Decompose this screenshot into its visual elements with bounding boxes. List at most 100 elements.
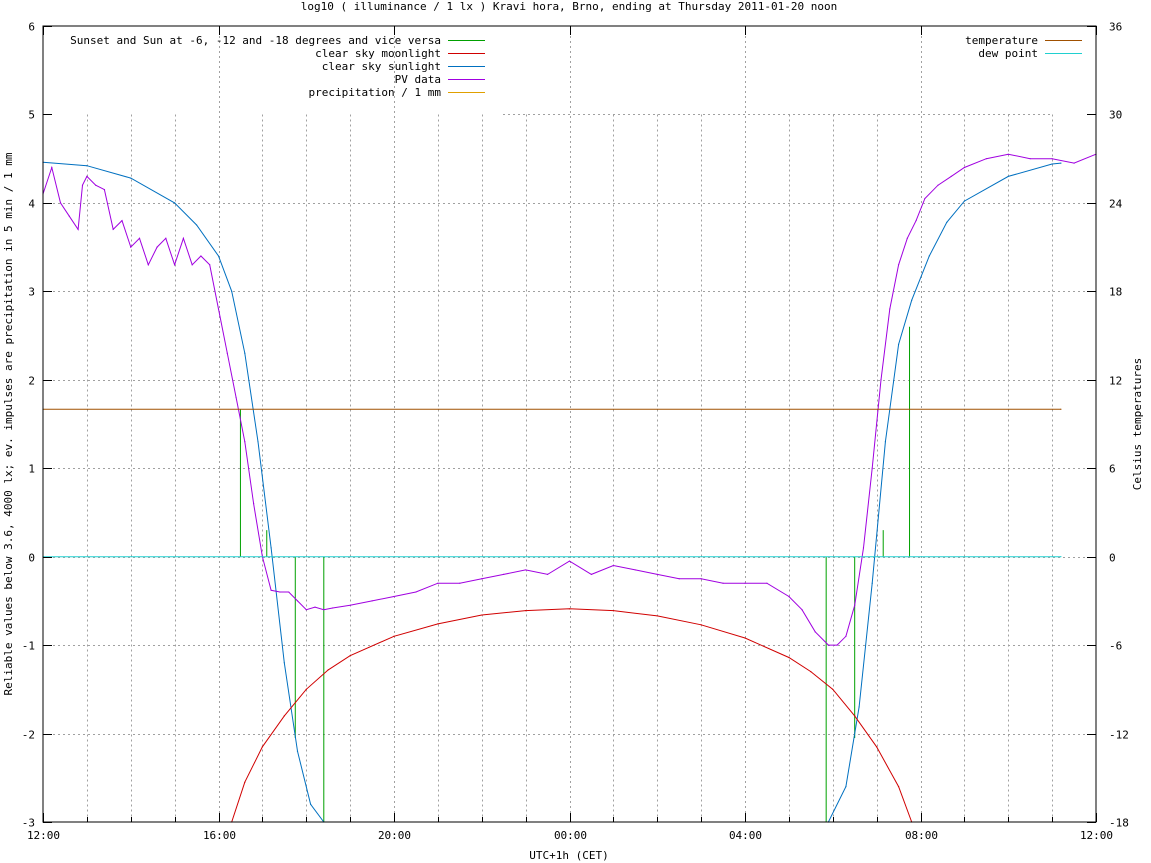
data-point — [871, 582, 873, 584]
pv-data-line — [42, 153, 1097, 646]
y2-axis-label: Celsius temperatures — [1131, 358, 1144, 490]
legend-label: temperature — [965, 34, 1038, 47]
data-point — [525, 569, 527, 571]
data-point — [946, 221, 948, 223]
data-point — [103, 189, 106, 191]
y2-tick-label: -6 — [1109, 640, 1122, 653]
y2-tick-label: 18 — [1109, 286, 1122, 299]
data-point — [1073, 162, 1075, 164]
y-tick-label: 1 — [28, 463, 35, 476]
data-point — [963, 166, 965, 169]
data-point — [814, 631, 816, 633]
data-point — [1060, 408, 1062, 410]
y-tick-label: 2 — [28, 375, 35, 388]
data-point — [296, 600, 299, 602]
legend-label: precipitation / 1 mm — [309, 86, 442, 99]
y2-tick-label: 12 — [1109, 375, 1122, 388]
x-tick-label: 20:00 — [378, 829, 411, 842]
data-point — [590, 573, 593, 575]
legend-label: clear sky moonlight — [315, 47, 441, 60]
data-point — [845, 635, 847, 637]
data-point — [270, 547, 272, 549]
data-point — [1007, 175, 1009, 177]
data-point — [253, 503, 255, 505]
data-point — [481, 614, 483, 616]
chart-title: log10 ( illuminance / 1 lx ) Kravi hora,… — [301, 0, 837, 13]
data-point — [244, 781, 246, 783]
data-point — [156, 246, 158, 248]
y2-tick-label: 30 — [1109, 109, 1122, 122]
data-point — [415, 591, 417, 593]
data-point — [130, 177, 132, 179]
y2-tick-label: -18 — [1109, 817, 1129, 830]
data-point — [138, 237, 141, 239]
legend-label: clear sky sunlight — [322, 60, 441, 73]
data-point — [200, 255, 202, 257]
data-point — [656, 615, 658, 617]
data-point — [81, 184, 84, 186]
data-point — [1060, 556, 1062, 558]
data-point — [244, 352, 246, 354]
data-point — [854, 604, 856, 606]
data-point — [95, 184, 97, 186]
data-point — [393, 635, 395, 637]
y-tick-label: -1 — [22, 640, 35, 653]
data-point — [437, 623, 439, 625]
y2-tick-label: 0 — [1109, 552, 1116, 565]
x-tick-label: 12:00 — [1080, 829, 1113, 842]
data-point — [226, 352, 228, 354]
data-point — [231, 290, 233, 292]
data-point — [459, 582, 461, 584]
data-point — [283, 662, 285, 664]
data-point — [217, 255, 220, 257]
plot-frame — [42, 25, 1097, 823]
y-tick-label: 3 — [28, 286, 35, 299]
data-point — [270, 589, 272, 591]
data-point — [481, 578, 483, 580]
data-point — [801, 609, 803, 611]
legend-label: PV data — [395, 73, 441, 86]
data-point — [889, 308, 891, 310]
data-point — [130, 246, 132, 248]
data-point — [217, 308, 220, 310]
data-point — [1060, 162, 1062, 164]
data-point — [963, 200, 965, 202]
data-point — [897, 264, 900, 266]
x-axis-label: UTC+1h (CET) — [529, 849, 608, 862]
data-point — [209, 264, 211, 266]
data-point — [744, 582, 746, 584]
data-point — [323, 609, 325, 611]
data-point — [503, 573, 505, 575]
data-point — [766, 582, 768, 584]
data-point — [314, 606, 316, 608]
tick-marks — [43, 26, 1097, 823]
y2-tick-label: 24 — [1109, 198, 1123, 211]
x-tick-label: 04:00 — [729, 829, 762, 842]
data-point — [634, 569, 636, 571]
legend-label: Sunset and Sun at -6, -12 and -18 degree… — [70, 34, 441, 47]
data-point — [871, 467, 873, 469]
data-point — [700, 624, 702, 626]
data-point — [924, 197, 926, 200]
data-point — [182, 237, 184, 239]
y2-tick-label: 36 — [1109, 21, 1122, 34]
data-point — [310, 803, 312, 805]
data-point — [437, 582, 439, 584]
data-point — [568, 608, 571, 610]
data-point — [897, 343, 900, 345]
data-point — [845, 786, 847, 788]
data-point — [612, 564, 614, 567]
y-tick-label: 6 — [28, 21, 35, 34]
data-point — [810, 671, 812, 673]
data-point — [327, 669, 329, 671]
data-point — [656, 573, 658, 575]
clear-sky-moonlight-line — [231, 608, 913, 823]
data-point — [884, 441, 887, 443]
data-point — [906, 237, 908, 239]
data-point — [862, 547, 865, 549]
y-axis-label: Reliable values below 3.6, 4000 lx; ev. … — [2, 152, 15, 695]
data-point — [911, 299, 913, 301]
data-point — [880, 379, 882, 381]
data-point — [283, 715, 285, 717]
